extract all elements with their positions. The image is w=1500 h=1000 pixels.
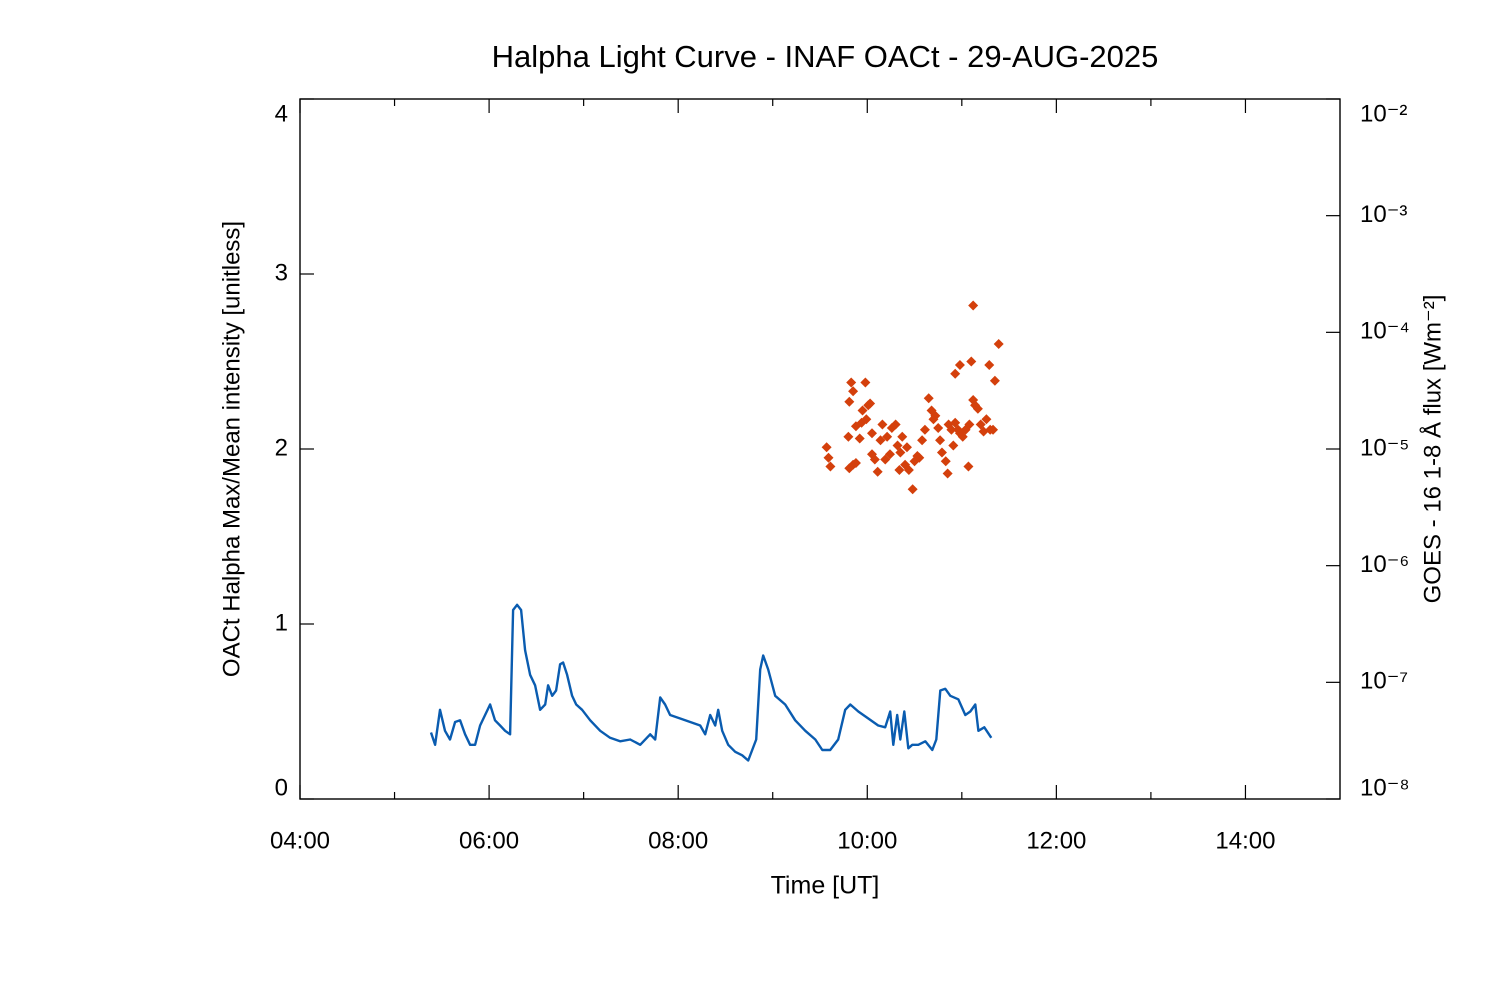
data-point xyxy=(850,458,861,468)
y2-tick-label: 10⁻⁷ xyxy=(1360,668,1408,695)
data-point xyxy=(844,396,855,407)
data-point xyxy=(919,424,930,435)
y-tick-label: 4 xyxy=(275,100,288,127)
y-axis-label: OACt Halpha Max/Mean intensity [unitless… xyxy=(218,221,245,677)
data-point xyxy=(940,456,951,467)
data-point xyxy=(907,484,918,495)
data-point xyxy=(857,405,868,416)
data-point xyxy=(935,435,946,446)
data-point xyxy=(848,386,859,397)
data-point xyxy=(966,356,977,367)
data-point xyxy=(948,440,959,451)
y2-tick-label: 10⁻⁴ xyxy=(1360,318,1410,345)
data-point xyxy=(903,465,914,475)
data-point xyxy=(917,435,928,446)
data-point xyxy=(877,419,888,430)
data-point xyxy=(981,414,992,425)
y-tick-label: 2 xyxy=(275,434,288,461)
data-point xyxy=(954,360,965,370)
data-point xyxy=(894,465,905,475)
x-tick-label: 08:00 xyxy=(648,827,708,854)
data-point xyxy=(875,435,886,446)
y2-tick-label: 10⁻³ xyxy=(1360,201,1407,228)
data-point xyxy=(946,424,957,435)
data-point xyxy=(936,447,947,458)
data-point xyxy=(865,398,876,409)
data-point xyxy=(964,419,975,430)
data-point xyxy=(933,423,944,433)
data-point xyxy=(950,368,961,379)
data-point xyxy=(901,442,912,453)
data-point xyxy=(843,431,854,442)
data-line xyxy=(429,603,993,762)
y2-tick-label: 10⁻² xyxy=(1360,100,1407,127)
data-point xyxy=(821,442,832,453)
data-point xyxy=(884,449,895,460)
data-point xyxy=(963,461,974,472)
data-point xyxy=(846,377,857,388)
y2-tick-label: 10⁻⁵ xyxy=(1360,434,1409,461)
data-point xyxy=(823,452,834,463)
x-tick-label: 06:00 xyxy=(459,827,519,854)
y2-axis-label: GOES - 16 1-8 Å flux [Wm⁻²] xyxy=(1418,295,1446,604)
y-tick-label: 0 xyxy=(275,774,288,801)
x-tick-label: 12:00 xyxy=(1026,827,1086,854)
y2-tick-label: 10⁻⁶ xyxy=(1360,551,1409,578)
data-point xyxy=(882,431,893,442)
data-point xyxy=(930,410,941,421)
x-tick-label: 04:00 xyxy=(270,827,330,854)
plot-frame xyxy=(299,98,1341,800)
data-point xyxy=(854,433,865,444)
data-point xyxy=(825,461,836,472)
data-point xyxy=(993,339,1004,349)
data-point xyxy=(968,300,979,311)
y-tick-label: 1 xyxy=(275,609,288,636)
data-point xyxy=(914,452,925,463)
x-tick-label: 10:00 xyxy=(837,827,897,854)
data-point xyxy=(867,428,877,439)
x-tick-label: 14:00 xyxy=(1215,827,1275,854)
data-point xyxy=(988,424,999,435)
data-point xyxy=(989,375,1000,386)
y-tick-label: 3 xyxy=(275,259,288,286)
data-point xyxy=(897,431,908,442)
data-point xyxy=(895,447,906,458)
data-point xyxy=(872,466,883,477)
x-axis-label: Time [UT] xyxy=(771,872,880,900)
data-point xyxy=(890,419,901,430)
data-point xyxy=(972,403,983,414)
chart-title: Halpha Light Curve - INAF OACt - 29-AUG-… xyxy=(492,39,1159,74)
data-point xyxy=(923,393,934,404)
data-point xyxy=(861,414,872,425)
data-point xyxy=(869,454,880,465)
data-point xyxy=(984,360,995,370)
data-point xyxy=(860,377,871,388)
data-point xyxy=(942,468,953,479)
y2-tick-label: 10⁻⁸ xyxy=(1360,774,1410,801)
